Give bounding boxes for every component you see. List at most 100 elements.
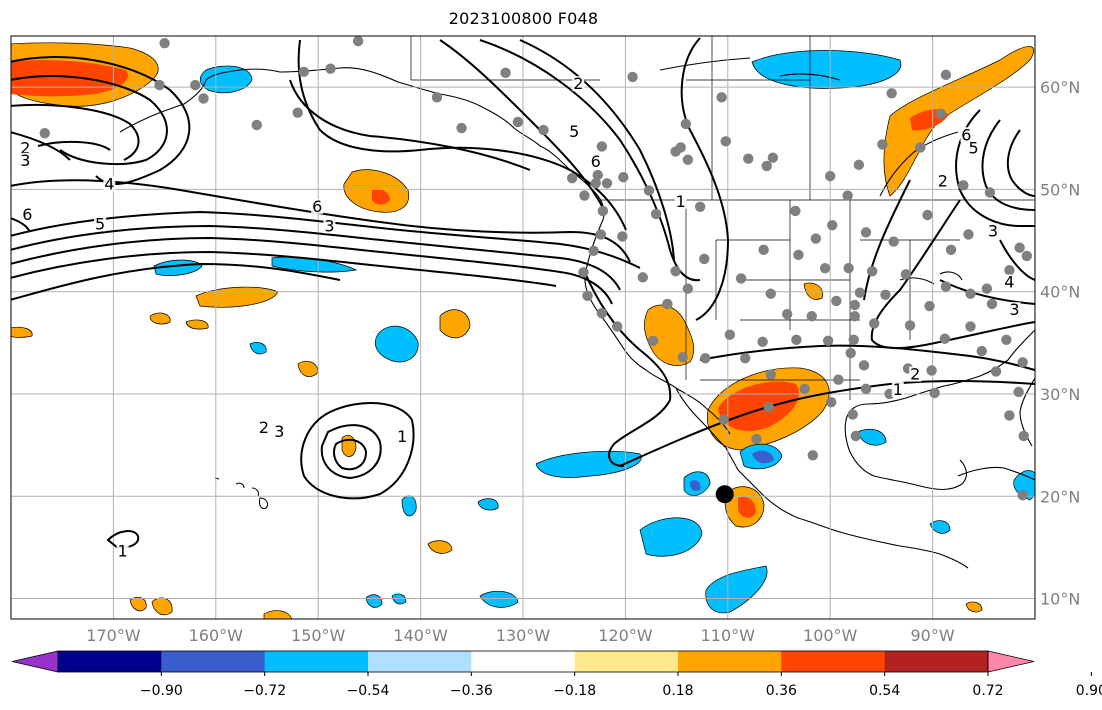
lon-axis: 170°W 160°W 150°W 140°W 130°W 120°W 110°W 100°W… [86,626,955,645]
positive-area-caribbean-2 [965,601,983,613]
station-dot [694,201,706,213]
station-dot [1017,490,1028,501]
contour-label-bg [891,381,904,397]
lat-tick-label: 30°N [1040,385,1080,404]
contour-label-bg [103,176,116,192]
station-dot [807,450,818,461]
lon-tick-label: 160°W [189,626,244,645]
negative-area-yucatan [929,520,951,534]
contour-sw-2 [699,344,1035,371]
station-dots [39,36,1033,501]
hawaiian-islands [214,477,269,509]
contour-west-edge [11,217,31,233]
station-dot [842,190,853,201]
lon-tick-label: 90°W [911,626,955,645]
lon-tick-label: 110°W [701,626,756,645]
station-dot [965,288,976,299]
station-dot [831,295,842,307]
colorbar-bin [678,651,782,672]
colorbar-tick-label: 0.36 [766,683,797,699]
negative-core-mexico-coast [752,450,774,464]
lon-tick-label: 120°W [598,626,653,645]
station-dot [500,67,511,79]
station-dot [866,266,878,277]
station-dot [825,170,836,182]
colorbar-extend-high [987,650,1035,673]
us-west-coast [584,221,677,389]
contour-label: 2 [259,418,269,437]
colorbar-tick-label: −0.36 [450,683,493,699]
station-dot [724,329,736,340]
lat-tick-label: 60°N [1040,78,1080,97]
station-dot [888,236,899,247]
station-dot [860,227,872,238]
map-title: 2023100800 F048 [448,9,599,28]
station-dot [929,387,940,399]
contour-label-bg [967,140,980,156]
contour-high-3 [333,438,368,471]
negative-area-tropics-1 [535,450,642,478]
station-dot [699,253,710,265]
contour-east-4 [870,199,1035,350]
contour-label: 6 [591,152,601,171]
contour-label: 2 [910,365,920,384]
colorbar-bin [884,651,989,672]
jet-contour-4 [11,236,613,305]
positive-area-sw-us [644,304,695,366]
station-dot [582,290,593,301]
station-dot [198,93,209,104]
station-dot [612,321,623,332]
colorbar-bin [574,651,679,672]
station-dot [965,321,976,332]
jet-contour-3 [11,224,621,291]
station-dot [1021,250,1033,262]
positive-area-midpac-4 [439,309,471,339]
positive-area-midpac-2 [149,312,171,325]
contour-label-bg [960,127,973,143]
contour-label-bg [19,152,32,168]
baja-california [675,387,739,471]
station-dot [597,205,609,217]
contour-label: 2 [573,74,583,93]
station-dot [159,37,170,49]
hudson-bay [879,131,959,197]
contour-label: 3 [324,216,334,235]
anomaly-shading [11,42,1035,619]
lon-tick-label: 140°W [393,626,448,645]
station-dot [827,220,838,231]
station-dot [922,209,933,221]
positive-area-sw-corner [129,596,147,612]
colorbar-bin [471,651,576,672]
colorbar: −0.90 −0.72 −0.54 −0.36 −0.18 0.18 0.36 0.54 0.7… [11,650,1102,699]
station-dot [765,288,777,299]
station-dot [1004,265,1015,276]
contour-label-bg [257,419,270,435]
contour-label: 1 [893,380,903,399]
contour-label: 2 [20,139,30,158]
station-dot [716,92,727,103]
station-dot [617,231,628,242]
station-dot [845,347,856,359]
contour-lines [11,37,1035,550]
lon-tick-label: 100°W [803,626,858,645]
station-dot [718,414,729,425]
mexico-west-coast [737,469,901,547]
station-dot [793,249,804,261]
negative-area-midpac-4 [375,325,419,363]
contour-label: 2 [938,171,948,190]
colorbar-bin [161,651,266,672]
station-dot [767,152,779,163]
station-dot [743,153,754,164]
contour-label: 1 [118,542,128,561]
lat-tick-label: 10°N [1040,590,1080,609]
contour-label-bg [589,153,602,169]
colorbar-extend-low [11,650,59,673]
station-dot [592,169,603,181]
negative-area-tropics-4 [705,565,768,614]
colorbar-tick-label: 0.72 [972,683,1003,699]
station-dot [662,298,673,310]
station-dot [849,311,860,322]
central-america [899,545,969,569]
